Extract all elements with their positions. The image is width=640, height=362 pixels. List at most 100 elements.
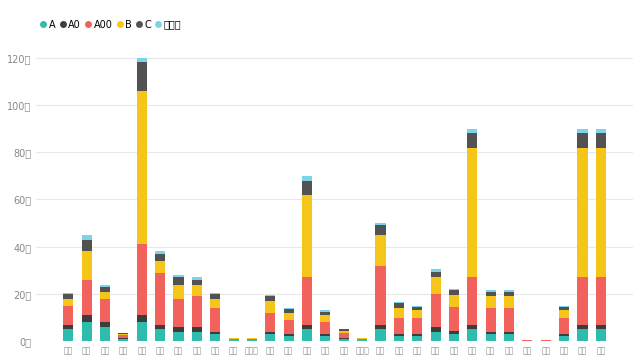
Bar (339, 333, 349, 338)
Bar (210, 332, 220, 334)
Bar (192, 296, 202, 327)
Bar (118, 339, 129, 341)
Bar (192, 332, 202, 341)
Bar (412, 306, 422, 307)
Bar (302, 176, 312, 181)
Bar (284, 313, 294, 320)
Bar (577, 325, 588, 329)
Bar (577, 147, 588, 277)
Bar (63, 329, 74, 341)
Bar (63, 325, 74, 329)
Bar (82, 315, 92, 322)
Bar (82, 252, 92, 280)
Bar (504, 334, 514, 341)
Bar (559, 306, 569, 307)
Bar (357, 338, 367, 339)
Bar (192, 285, 202, 296)
Bar (339, 338, 349, 339)
Bar (173, 327, 184, 332)
Bar (596, 325, 606, 329)
Bar (376, 226, 385, 235)
Bar (376, 325, 385, 329)
Bar (118, 335, 129, 338)
Bar (504, 290, 514, 292)
Bar (431, 332, 441, 341)
Bar (449, 307, 459, 331)
Bar (210, 299, 220, 308)
Bar (467, 129, 477, 133)
Bar (596, 129, 606, 133)
Bar (321, 334, 330, 336)
Bar (321, 311, 330, 312)
Bar (486, 334, 496, 341)
Bar (82, 235, 92, 240)
Bar (321, 315, 330, 322)
Bar (137, 58, 147, 63)
Bar (339, 339, 349, 341)
Bar (596, 133, 606, 147)
Bar (266, 295, 275, 296)
Bar (431, 327, 441, 332)
Bar (82, 240, 92, 252)
Bar (173, 277, 184, 285)
Bar (486, 290, 496, 292)
Bar (228, 338, 239, 339)
Bar (522, 340, 532, 341)
Bar (412, 307, 422, 311)
Bar (504, 308, 514, 332)
Bar (394, 317, 404, 334)
Bar (173, 299, 184, 327)
Bar (321, 312, 330, 315)
Bar (137, 315, 147, 322)
Bar (559, 336, 569, 341)
Bar (467, 329, 477, 341)
Bar (284, 336, 294, 341)
Bar (577, 277, 588, 325)
Bar (100, 292, 110, 299)
Bar (228, 339, 239, 340)
Bar (467, 133, 477, 147)
Bar (228, 340, 239, 341)
Bar (412, 334, 422, 336)
Bar (100, 285, 110, 287)
Bar (577, 133, 588, 147)
Bar (431, 269, 441, 272)
Bar (376, 223, 385, 226)
Bar (504, 296, 514, 308)
Bar (192, 280, 202, 285)
Bar (431, 294, 441, 327)
Bar (210, 334, 220, 341)
Bar (339, 331, 349, 333)
Bar (266, 313, 275, 332)
Bar (467, 325, 477, 329)
Bar (173, 285, 184, 299)
Bar (118, 338, 129, 339)
Bar (449, 331, 459, 334)
Bar (339, 329, 349, 331)
Bar (284, 308, 294, 309)
Bar (357, 340, 367, 341)
Bar (412, 311, 422, 317)
Bar (596, 147, 606, 277)
Bar (486, 296, 496, 308)
Bar (394, 336, 404, 341)
Bar (559, 311, 569, 317)
Bar (449, 334, 459, 341)
Bar (284, 320, 294, 334)
Bar (137, 322, 147, 341)
Bar (302, 181, 312, 195)
Bar (302, 329, 312, 341)
Bar (486, 292, 496, 296)
Bar (394, 334, 404, 336)
Bar (63, 293, 74, 294)
Bar (118, 334, 129, 335)
Bar (155, 325, 165, 329)
Bar (266, 332, 275, 334)
Bar (504, 292, 514, 296)
Bar (321, 336, 330, 341)
Bar (155, 252, 165, 254)
Bar (155, 254, 165, 261)
Bar (210, 294, 220, 299)
Bar (137, 91, 147, 244)
Bar (302, 325, 312, 329)
